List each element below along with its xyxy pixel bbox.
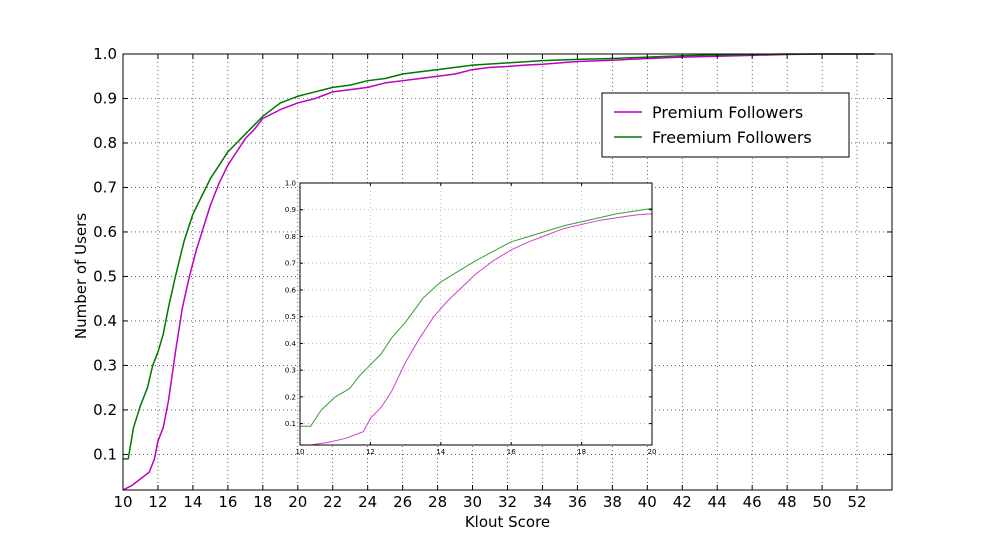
inset-plot-frame	[299, 182, 653, 446]
main-y-tick-label-5: 0.6	[93, 223, 117, 241]
inset-y-tick-label-3: 0.4	[285, 340, 297, 348]
legend: Premium Followers Freemium Followers	[601, 92, 850, 158]
legend-label-1: Freemium Followers	[652, 128, 812, 147]
main-x-tick-label-21: 52	[847, 493, 866, 511]
inset-y-tick-label-5: 0.6	[285, 286, 297, 294]
inset-y-tick-label-4: 0.5	[285, 313, 296, 321]
main-y-tick-label-6: 0.7	[93, 178, 117, 196]
inset-x-tick-label-5: 20	[648, 448, 657, 456]
inset-x-tick-label-0: 10	[296, 448, 305, 456]
inset-y-tick-label-8: 0.9	[285, 206, 296, 214]
main-x-tick-label-15: 40	[638, 493, 657, 511]
inset-x-tick-label-4: 18	[577, 448, 586, 456]
main-x-tick-label-3: 16	[218, 493, 237, 511]
main-y-tick-label-8: 0.9	[93, 89, 117, 107]
main-y-tick-label-0: 0.1	[93, 445, 117, 463]
main-x-tick-label-18: 46	[743, 493, 762, 511]
main-x-tick-label-16: 42	[673, 493, 692, 511]
inset-x-tick-label-1: 12	[366, 448, 375, 456]
main-series-line-0	[122, 53, 875, 491]
main-y-axis-label: Number of Users	[72, 213, 90, 339]
main-x-tick-label-10: 30	[463, 493, 482, 511]
main-y-tick-label-2: 0.3	[93, 356, 117, 374]
legend-box	[601, 92, 850, 158]
main-x-tick-label-5: 20	[288, 493, 307, 511]
main-y-tick-label-4: 0.5	[93, 267, 117, 285]
inset-y-tick-label-2: 0.3	[285, 367, 296, 375]
main-x-tick-label-9: 28	[428, 493, 447, 511]
inset-x-tick-label-3: 16	[507, 448, 516, 456]
legend-label-0: Premium Followers	[652, 103, 803, 122]
inset-y-tick-label-9: 1.0	[285, 180, 296, 188]
main-y-tick-label-9: 1.0	[93, 45, 117, 63]
inset-y-tick-label-6: 0.7	[285, 260, 296, 268]
main-x-tick-label-14: 38	[603, 493, 622, 511]
main-y-tick-label-1: 0.2	[93, 401, 117, 419]
main-x-tick-label-12: 34	[533, 493, 552, 511]
main-y-tick-label-3: 0.4	[93, 312, 117, 330]
inset-chart-group: 10 12 14 16 18 20 0.1 0.2 0.3 0.4 0.5 0.6 0.7 0.8 0.9 1…	[285, 180, 657, 457]
main-x-tick-label-0: 10	[113, 493, 132, 511]
main-x-tick-label-6: 22	[323, 493, 342, 511]
inset-series-line-1	[300, 207, 653, 427]
main-x-tick-label-13: 36	[568, 493, 587, 511]
main-x-tick-label-19: 48	[778, 493, 797, 511]
main-x-tick-label-8: 26	[393, 493, 412, 511]
inset-plot-area	[300, 183, 652, 445]
main-x-tick-label-4: 18	[253, 493, 272, 511]
inset-y-tick-label-7: 0.8	[285, 233, 296, 241]
inset-x-tick-label-2: 14	[436, 448, 445, 456]
main-x-axis-label: Klout Score	[465, 513, 550, 531]
main-x-tick-label-1: 12	[148, 493, 167, 511]
main-x-tick-label-17: 44	[708, 493, 727, 511]
inset-series-line-0	[310, 213, 653, 446]
main-x-tick-label-2: 14	[183, 493, 202, 511]
main-y-tick-label-7: 0.8	[93, 134, 117, 152]
main-x-tick-label-7: 24	[358, 493, 377, 511]
main-x-tick-label-20: 50	[813, 493, 832, 511]
inset-y-tick-label-1: 0.2	[285, 393, 296, 401]
main-x-tick-label-11: 32	[498, 493, 517, 511]
inset-y-tick-label-0: 0.1	[285, 420, 296, 428]
